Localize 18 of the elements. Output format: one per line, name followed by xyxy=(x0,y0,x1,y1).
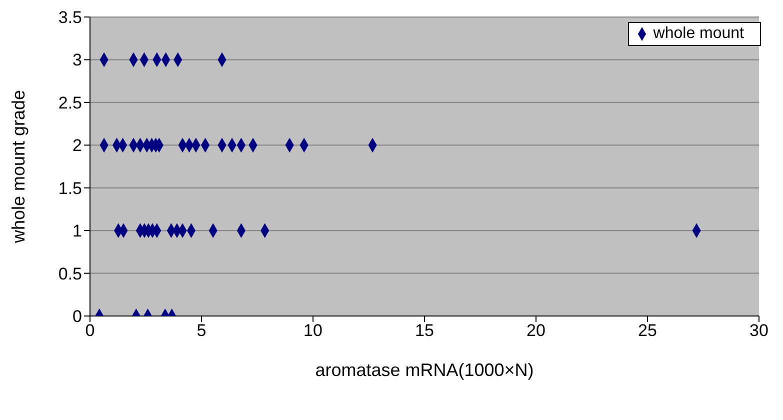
x-tick-label: 15 xyxy=(415,321,434,340)
y-tick-label: 2 xyxy=(72,136,82,156)
y-tick-label: 3 xyxy=(72,50,82,70)
x-tick-label: 20 xyxy=(526,321,546,340)
y-tick-label: 1 xyxy=(72,222,82,241)
y-tick-label: 0 xyxy=(72,307,82,326)
x-tick-label: 0 xyxy=(85,321,95,340)
y-tick-label: 0.5 xyxy=(58,264,82,284)
x-tick-label: 10 xyxy=(304,321,322,340)
y-tick-label: 1.5 xyxy=(58,178,82,198)
x-tick-label: 5 xyxy=(196,321,206,340)
y-axis-title: whole mount grade xyxy=(8,90,28,244)
x-tick-label: 25 xyxy=(638,321,657,340)
y-tick-label: 3.5 xyxy=(58,8,82,28)
y-tick-label: 2.5 xyxy=(58,93,82,112)
legend-label: whole mount xyxy=(653,25,744,42)
x-tick-label: 30 xyxy=(750,321,768,340)
x-axis-title: aromatase mRNA(1000×N) xyxy=(315,360,534,380)
